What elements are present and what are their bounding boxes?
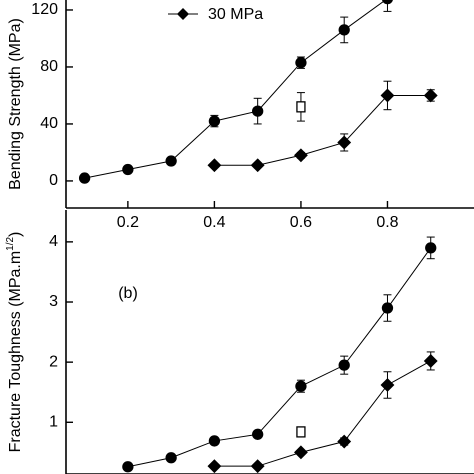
x-tick-label: 0.4 [203,214,225,231]
marker [165,452,177,464]
marker [208,435,221,447]
y-axis-label-text: Bending Strength (MPa) [7,18,24,190]
marker [207,459,222,474]
y-axis-label-sup: 1/2 [5,236,16,250]
marker [337,434,352,449]
marker [380,378,395,392]
marker [337,135,352,150]
marker [208,115,221,127]
y-tick-label: 4 [49,233,58,250]
marker [338,359,350,371]
marker [382,0,393,5]
marker [207,158,222,173]
x-tick-label: 0.6 [290,214,312,231]
legend-marker [177,8,189,20]
series-line [84,0,387,179]
y-axis-label: Fracture Toughness (MPa.m1/2) [5,232,25,453]
marker [250,459,265,474]
marker [122,163,134,176]
marker [296,101,306,113]
annotation: (b) [118,285,138,302]
marker [252,105,264,117]
y-tick-label: 0 [49,172,58,189]
y-tick-label: 40 [40,115,58,132]
y-tick-label: 1 [49,414,58,431]
x-tick-label: 0.2 [117,214,139,231]
marker [425,242,437,254]
marker [294,148,308,163]
error-bar [383,0,392,12]
y-tick-label: 80 [40,58,58,75]
y-tick-label: 120 [31,1,58,18]
marker [423,354,438,368]
series-line [214,94,431,166]
y-tick-label: 3 [49,293,58,310]
marker [252,428,264,440]
marker [423,88,438,103]
legend-label: 30 MPa [208,6,263,23]
marker [295,380,307,392]
marker [165,155,177,167]
x-tick-label: 0.8 [376,214,398,231]
marker [380,88,395,103]
y-axis-label-text: Fracture Toughness (MPa.m [7,251,24,453]
marker [250,158,265,173]
marker [295,57,307,69]
marker [381,302,394,314]
marker [122,461,134,473]
marker [78,172,91,184]
y-axis-label: Bending Strength (MPa) [7,18,24,190]
marker [296,426,306,438]
y-tick-label: 2 [49,353,58,370]
marker [294,445,308,460]
series-line [214,360,431,467]
marker [338,24,350,36]
series-line [127,247,432,468]
y-axis-label-end: ) [7,232,24,237]
